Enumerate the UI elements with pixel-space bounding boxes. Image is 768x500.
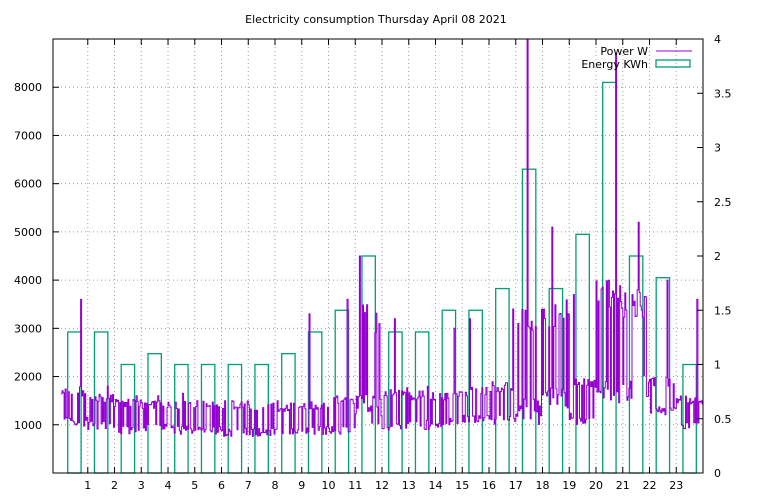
grid — [53, 39, 703, 473]
y-right-tick-label: 3.5 — [714, 87, 732, 100]
y-left-tick-label: 7000 — [14, 129, 42, 142]
y-right-tick-label: 2 — [714, 250, 721, 263]
y-left-tick-label: 5000 — [14, 226, 42, 239]
x-tick-label: 23 — [669, 479, 683, 492]
x-tick-label: 8 — [272, 479, 279, 492]
x-tick-label: 6 — [218, 479, 225, 492]
legend-power-label: Power W — [600, 45, 648, 58]
x-tick-label: 1 — [84, 479, 91, 492]
x-tick-label: 5 — [191, 479, 198, 492]
y-left-tick-label: 4000 — [14, 274, 42, 287]
energy-bar — [575, 233, 590, 474]
power-line-group — [61, 38, 703, 437]
y-left-tick-label: 2000 — [14, 371, 42, 384]
y-right-tick-label: 3 — [714, 142, 721, 155]
chart-title: Electricity consumption Thursday April 0… — [245, 13, 507, 26]
power-line — [61, 38, 703, 437]
y-right-tick-label: 0.5 — [714, 413, 732, 426]
x-tick-label: 21 — [616, 479, 630, 492]
y-right-tick-label: 4 — [714, 33, 721, 46]
x-tick-label: 15 — [455, 479, 469, 492]
x-tick-label: 22 — [643, 479, 657, 492]
energy-bar — [495, 287, 510, 474]
y-left-tick-label: 3000 — [14, 322, 42, 335]
x-tick-label: 19 — [562, 479, 576, 492]
x-tick-label: 11 — [348, 479, 362, 492]
y-right-tick-label: 2.5 — [714, 196, 732, 209]
x-tick-label: 18 — [536, 479, 550, 492]
y-right-tick-label: 0 — [714, 467, 721, 480]
x-tick-label: 20 — [589, 479, 603, 492]
x-tick-label: 12 — [375, 479, 389, 492]
legend: Power W Energy KWh — [581, 45, 692, 71]
x-tick-label: 16 — [482, 479, 496, 492]
y-right-tick-label: 1 — [714, 359, 721, 372]
x-tick-label: 4 — [165, 479, 172, 492]
x-tick-label: 9 — [298, 479, 305, 492]
energy-bar — [227, 363, 243, 474]
legend-energy-label: Energy KWh — [581, 58, 648, 71]
energy-bar — [602, 81, 617, 474]
x-tick-label: 17 — [509, 479, 523, 492]
x-tick-label: 14 — [429, 479, 443, 492]
x-tick-label: 10 — [322, 479, 336, 492]
energy-bar — [521, 168, 537, 474]
y-left-tick-label: 8000 — [14, 81, 42, 94]
legend-energy-swatch — [655, 59, 691, 68]
x-tick-label: 13 — [402, 479, 416, 492]
y-left-tick-label: 6000 — [14, 178, 42, 191]
y-left-tick-label: 1000 — [14, 419, 42, 432]
x-tick-label: 3 — [138, 479, 145, 492]
y-right-tick-label: 1.5 — [714, 304, 732, 317]
energy-bar — [174, 363, 189, 474]
energy-bar — [628, 255, 644, 474]
x-tick-label: 7 — [245, 479, 252, 492]
axes: 1 2 3 4 5 6 7 8 9 10 11 12 13 14 15 16 17 18 19 20 21 22 23100… — [14, 33, 732, 492]
x-tick-label: 2 — [111, 479, 118, 492]
